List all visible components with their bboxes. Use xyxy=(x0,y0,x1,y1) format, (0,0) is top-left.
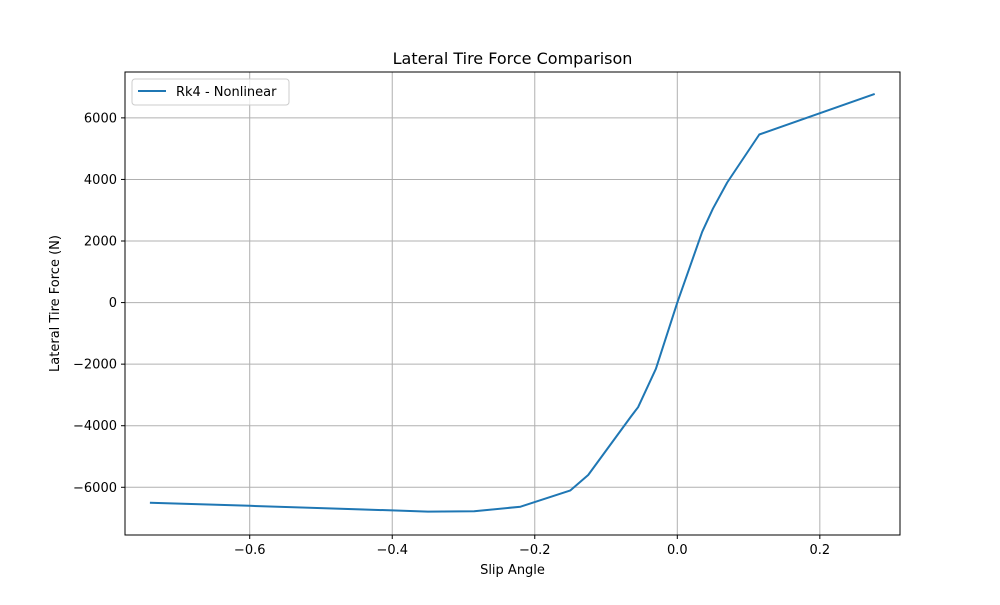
y-tick-label: 4000 xyxy=(84,173,117,188)
ticks: −0.6 −0.4 −0.2 0.0 0.2 −6000 −4000 −2000 0 2000 40… xyxy=(73,111,830,558)
x-tick-label: −0.2 xyxy=(519,543,551,558)
series-layer xyxy=(149,92,876,513)
plot-area xyxy=(125,72,900,535)
y-tick-label: 2000 xyxy=(84,235,117,250)
y-tick-label: −6000 xyxy=(73,481,117,496)
x-axis-label: Slip Angle xyxy=(480,563,545,578)
chart-title: Lateral Tire Force Comparison xyxy=(393,49,633,68)
x-tick-label: −0.6 xyxy=(234,543,266,558)
grid xyxy=(125,72,900,535)
x-tick-label: 0.2 xyxy=(809,543,830,558)
legend: Rk4 - Nonlinear xyxy=(131,78,290,106)
y-tick-label: 0 xyxy=(109,296,117,311)
y-axis-label: Lateral Tire Force (N) xyxy=(48,235,63,372)
y-tick-label: −2000 xyxy=(73,358,117,373)
series-line xyxy=(149,92,876,513)
x-tick-label: 0.0 xyxy=(667,543,688,558)
legend-label: Rk4 - Nonlinear xyxy=(176,85,277,100)
y-tick-label: −4000 xyxy=(73,419,117,434)
legend-box xyxy=(131,78,290,106)
y-tick-label: 6000 xyxy=(84,111,117,126)
x-tick-label: −0.4 xyxy=(376,543,408,558)
plot-frame xyxy=(124,71,901,536)
